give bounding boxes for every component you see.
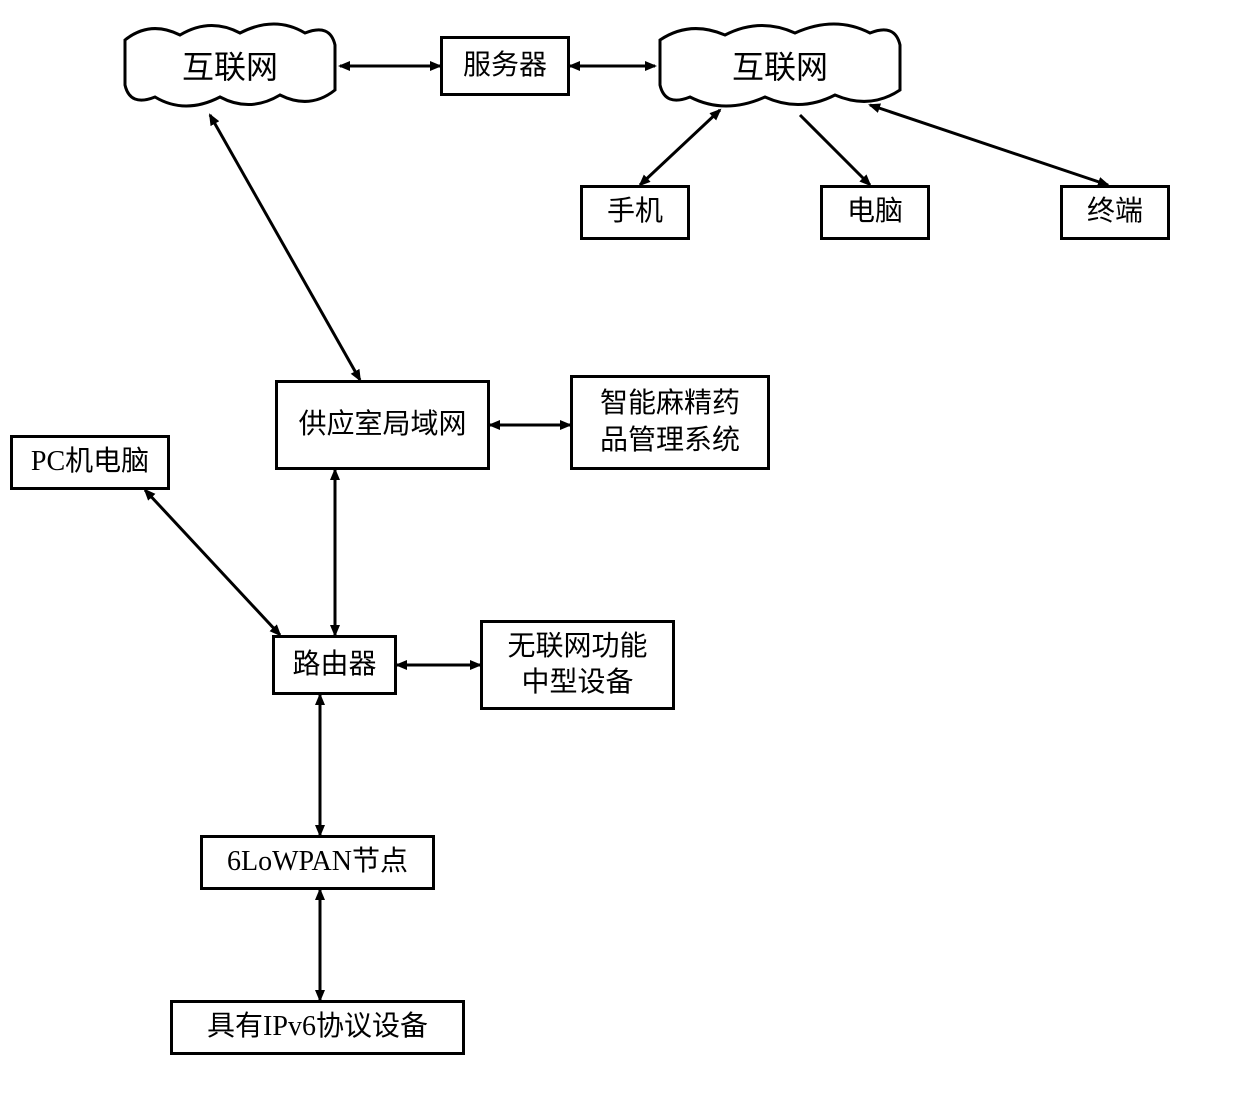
node-lowpan: 6LoWPAN节点	[200, 835, 435, 890]
node-internet-right: 互联网	[655, 15, 905, 115]
node-phone: 手机	[580, 185, 690, 240]
node-supply-lan: 供应室局域网	[275, 380, 490, 470]
node-server: 服务器	[440, 36, 570, 96]
node-router: 路由器	[272, 635, 397, 695]
node-drug-mgmt: 智能麻精药 品管理系统	[570, 375, 770, 470]
node-computer: 电脑	[820, 185, 930, 240]
internet-left-label: 互联网	[182, 42, 278, 88]
node-ipv6-device: 具有IPv6协议设备	[170, 1000, 465, 1055]
node-internet-left: 互联网	[120, 15, 340, 115]
node-pc: PC机电脑	[10, 435, 170, 490]
node-terminal: 终端	[1060, 185, 1170, 240]
internet-right-label: 互联网	[732, 42, 828, 88]
node-offline-device: 无联网功能 中型设备	[480, 620, 675, 710]
diagram-edges	[0, 0, 1240, 1107]
